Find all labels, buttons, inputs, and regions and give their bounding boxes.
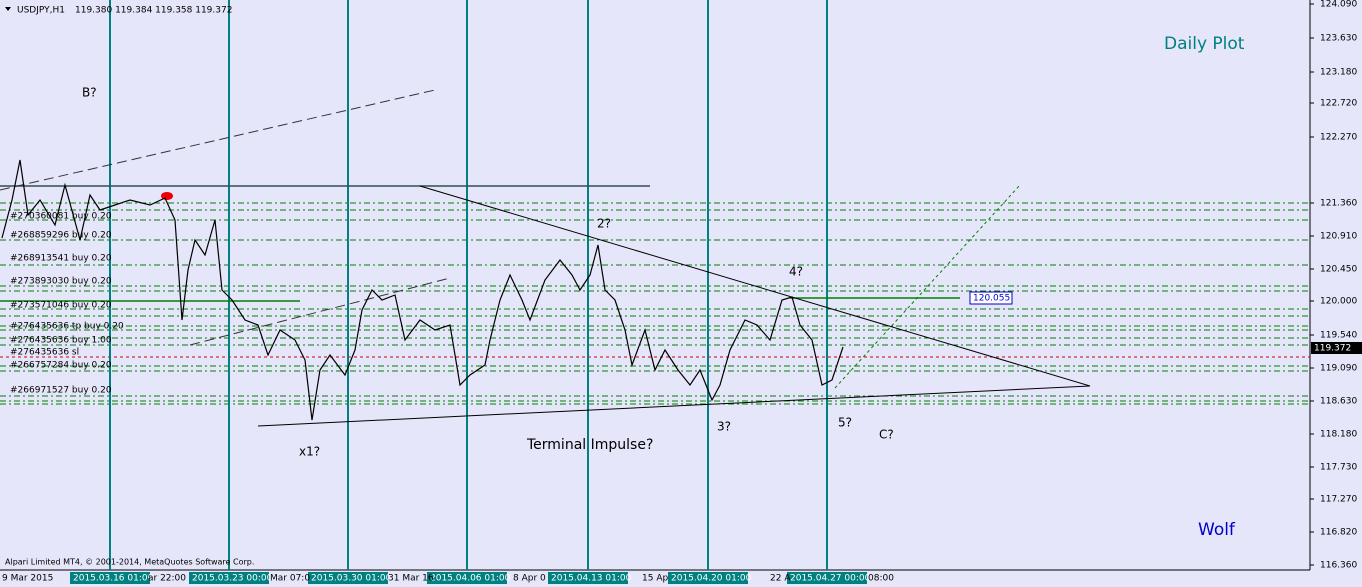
annotation: x1?	[299, 445, 320, 459]
period-label: 2015.03.30 01:00	[311, 574, 392, 584]
period-label: 2015.03.23 00:00	[192, 574, 273, 584]
order-label: #268859296 buy 0.20	[10, 231, 112, 241]
current-price-box	[1311, 342, 1362, 354]
price-label: 122.720	[1320, 99, 1357, 109]
price-label: 120.450	[1320, 265, 1357, 275]
price-label: 122.270	[1320, 133, 1357, 143]
order-label: #266757284 buy 0.20	[10, 361, 112, 371]
annotation: 4?	[789, 265, 803, 279]
projection-line	[834, 184, 1021, 389]
order-label: #276435636 sl	[10, 348, 79, 358]
period-label: 2015.04.13 01:00	[551, 574, 632, 584]
copyright: Alpari Limited MT4, © 2001-2014, MetaQuo…	[5, 558, 254, 567]
period-label-box	[787, 572, 867, 584]
price-label: 119.090	[1320, 364, 1357, 374]
time-label: 08:00	[868, 574, 894, 584]
dropdown-icon[interactable]	[5, 7, 11, 11]
triangle-upper	[419, 185, 1091, 387]
price-label: 118.630	[1320, 397, 1357, 407]
symbol: USDJPY,H1	[17, 6, 65, 16]
order-label: #270360081 buy 0.20	[10, 212, 112, 222]
price-label: 123.180	[1320, 68, 1357, 78]
order-label: #266971527 buy 0.20	[10, 386, 112, 396]
annotation: C?	[879, 428, 894, 442]
time-label: 9 Mar 2015	[2, 574, 53, 584]
period-label-box	[308, 572, 388, 584]
period-label: 2015.04.20 01:00	[671, 574, 752, 584]
time-label: 15 Ap	[642, 574, 668, 584]
order-label: #276435636 tp buy 0.20	[10, 322, 124, 332]
price-label: 116.820	[1320, 528, 1357, 538]
period-label: 2015.04.27 00:00	[790, 574, 871, 584]
price-label: 120.910	[1320, 232, 1357, 242]
quote: 119.380 119.384 119.358 119.372	[75, 6, 232, 16]
triangle-lower	[257, 385, 1091, 427]
time-label: 22 A	[770, 574, 791, 584]
annotation: 5?	[838, 416, 852, 430]
annotation: B?	[82, 86, 97, 100]
price-label: 121.360	[1320, 199, 1357, 209]
period-lines	[109, 0, 828, 570]
price-label: 117.270	[1320, 495, 1357, 505]
price-label: 119.540	[1320, 331, 1357, 341]
order-lines	[0, 202, 1310, 405]
period-label-box	[548, 572, 628, 584]
period-label-box	[70, 572, 150, 584]
price-label: 118.180	[1320, 430, 1357, 440]
time-label: 31 Mar 16	[388, 574, 434, 584]
price-line	[1, 159, 844, 421]
time-label: Mar 07:0	[270, 574, 310, 584]
order-label: #273893030 buy 0.20	[10, 277, 112, 287]
period-label: 2015.03.16 01:00	[73, 574, 154, 584]
author-label: Wolf	[1198, 520, 1236, 540]
period-label-box	[668, 572, 748, 584]
order-label: #276435636 buy 1.00	[10, 336, 112, 346]
annotation: 2?	[597, 217, 611, 231]
current-price: 119.372	[1314, 344, 1351, 354]
price-label: 117.730	[1320, 463, 1357, 473]
time-label: ar 22:00	[148, 574, 186, 584]
period-label-box	[427, 572, 507, 584]
period-label-box	[189, 572, 269, 584]
annotation: Terminal Impulse?	[526, 437, 653, 453]
price-label: 120.000	[1320, 297, 1357, 307]
plot-label: Daily Plot	[1164, 34, 1245, 54]
annotation: 3?	[717, 420, 731, 434]
price-label: 124.090	[1320, 0, 1357, 10]
line-label: 120.055	[973, 294, 1010, 304]
price-label: 123.630	[1320, 34, 1357, 44]
price-label: 116.360	[1320, 561, 1357, 571]
period-label: 2015.04.06 01:00	[430, 574, 511, 584]
order-label: #268913541 buy 0.20	[10, 254, 112, 264]
time-label: 8 Apr 0	[513, 574, 546, 584]
line-label-box	[969, 291, 1013, 305]
order-label: #273571046 buy 0.20	[10, 301, 112, 311]
